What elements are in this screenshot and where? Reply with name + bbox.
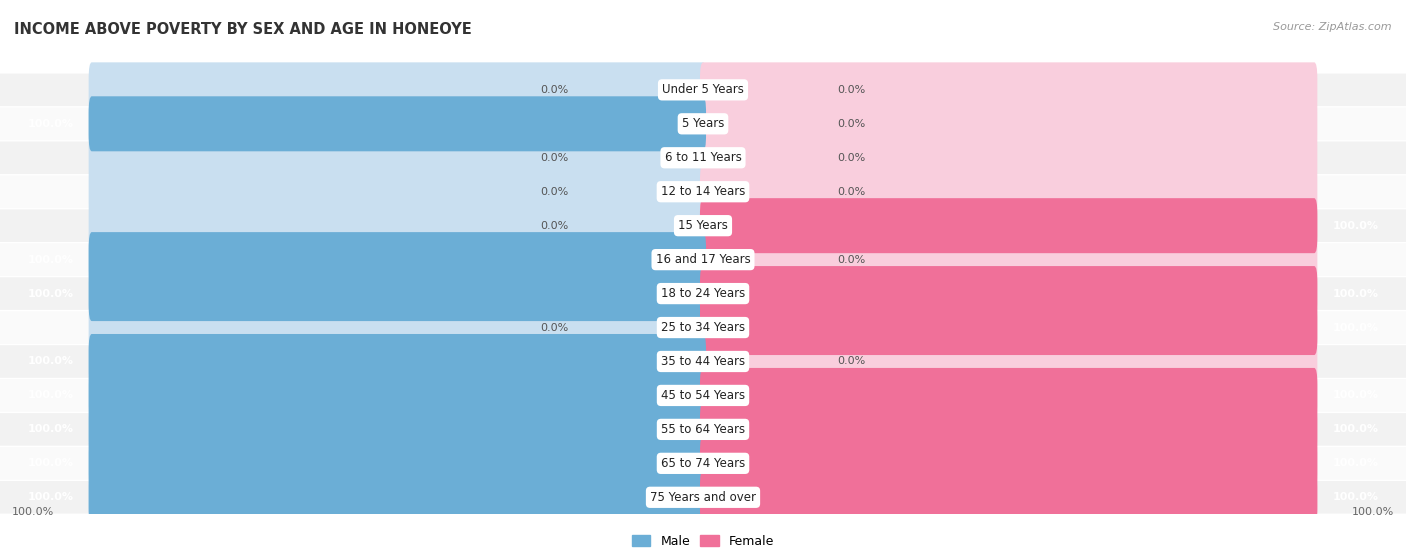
Text: 0.0%: 0.0% — [540, 153, 568, 163]
FancyBboxPatch shape — [89, 96, 706, 151]
Text: 55 to 64 Years: 55 to 64 Years — [661, 423, 745, 436]
FancyBboxPatch shape — [700, 368, 1317, 423]
Text: 100.0%: 100.0% — [27, 492, 73, 503]
Text: 18 to 24 Years: 18 to 24 Years — [661, 287, 745, 300]
FancyBboxPatch shape — [0, 481, 1406, 514]
Text: INCOME ABOVE POVERTY BY SEX AND AGE IN HONEOYE: INCOME ABOVE POVERTY BY SEX AND AGE IN H… — [14, 22, 472, 37]
Text: 0.0%: 0.0% — [838, 357, 866, 367]
Text: 12 to 14 Years: 12 to 14 Years — [661, 185, 745, 198]
FancyBboxPatch shape — [0, 277, 1406, 310]
FancyBboxPatch shape — [700, 63, 1317, 117]
FancyBboxPatch shape — [700, 130, 1317, 185]
FancyBboxPatch shape — [700, 96, 1317, 151]
Text: Source: ZipAtlas.com: Source: ZipAtlas.com — [1274, 22, 1392, 32]
FancyBboxPatch shape — [700, 334, 1317, 389]
FancyBboxPatch shape — [89, 96, 706, 151]
FancyBboxPatch shape — [89, 470, 706, 525]
FancyBboxPatch shape — [700, 164, 1317, 219]
Text: 6 to 11 Years: 6 to 11 Years — [665, 151, 741, 164]
FancyBboxPatch shape — [89, 198, 706, 253]
FancyBboxPatch shape — [89, 63, 706, 117]
Text: 75 Years and over: 75 Years and over — [650, 491, 756, 504]
FancyBboxPatch shape — [700, 436, 1317, 491]
FancyBboxPatch shape — [0, 379, 1406, 412]
FancyBboxPatch shape — [89, 232, 706, 287]
FancyBboxPatch shape — [89, 266, 706, 321]
Text: 100.0%: 100.0% — [27, 254, 73, 264]
FancyBboxPatch shape — [700, 300, 1317, 355]
FancyBboxPatch shape — [700, 470, 1317, 525]
Text: 100.0%: 100.0% — [1333, 323, 1379, 333]
Text: 100.0%: 100.0% — [13, 506, 55, 517]
FancyBboxPatch shape — [700, 368, 1317, 423]
FancyBboxPatch shape — [700, 198, 1317, 253]
FancyBboxPatch shape — [0, 311, 1406, 344]
FancyBboxPatch shape — [89, 266, 706, 321]
FancyBboxPatch shape — [0, 74, 1406, 106]
FancyBboxPatch shape — [89, 368, 706, 423]
FancyBboxPatch shape — [700, 198, 1317, 253]
FancyBboxPatch shape — [89, 164, 706, 219]
Text: 0.0%: 0.0% — [838, 187, 866, 197]
FancyBboxPatch shape — [89, 470, 706, 525]
Text: 16 and 17 Years: 16 and 17 Years — [655, 253, 751, 266]
FancyBboxPatch shape — [0, 345, 1406, 378]
FancyBboxPatch shape — [700, 402, 1317, 457]
FancyBboxPatch shape — [0, 413, 1406, 446]
FancyBboxPatch shape — [89, 436, 706, 491]
Text: 0.0%: 0.0% — [838, 254, 866, 264]
FancyBboxPatch shape — [0, 243, 1406, 276]
Text: 0.0%: 0.0% — [540, 85, 568, 95]
FancyBboxPatch shape — [89, 334, 706, 389]
FancyBboxPatch shape — [0, 176, 1406, 208]
Text: 100.0%: 100.0% — [27, 288, 73, 299]
Text: 100.0%: 100.0% — [1333, 458, 1379, 468]
Text: 100.0%: 100.0% — [1333, 390, 1379, 400]
Text: Under 5 Years: Under 5 Years — [662, 83, 744, 96]
Text: 100.0%: 100.0% — [27, 119, 73, 129]
Text: 100.0%: 100.0% — [1333, 221, 1379, 231]
Text: 0.0%: 0.0% — [838, 85, 866, 95]
FancyBboxPatch shape — [89, 402, 706, 457]
FancyBboxPatch shape — [89, 300, 706, 355]
Text: 0.0%: 0.0% — [838, 119, 866, 129]
FancyBboxPatch shape — [700, 436, 1317, 491]
Text: 0.0%: 0.0% — [540, 187, 568, 197]
Text: 0.0%: 0.0% — [540, 221, 568, 231]
FancyBboxPatch shape — [89, 436, 706, 491]
Legend: Male, Female: Male, Female — [627, 530, 779, 553]
Text: 100.0%: 100.0% — [27, 390, 73, 400]
Text: 100.0%: 100.0% — [27, 424, 73, 434]
FancyBboxPatch shape — [89, 334, 706, 389]
Text: 65 to 74 Years: 65 to 74 Years — [661, 457, 745, 470]
FancyBboxPatch shape — [0, 447, 1406, 480]
FancyBboxPatch shape — [700, 266, 1317, 321]
FancyBboxPatch shape — [700, 232, 1317, 287]
Text: 0.0%: 0.0% — [540, 323, 568, 333]
FancyBboxPatch shape — [700, 470, 1317, 525]
Text: 100.0%: 100.0% — [1333, 424, 1379, 434]
FancyBboxPatch shape — [89, 232, 706, 287]
Text: 0.0%: 0.0% — [838, 153, 866, 163]
Text: 100.0%: 100.0% — [1351, 506, 1393, 517]
Text: 100.0%: 100.0% — [1333, 492, 1379, 503]
FancyBboxPatch shape — [700, 402, 1317, 457]
Text: 15 Years: 15 Years — [678, 219, 728, 232]
FancyBboxPatch shape — [89, 130, 706, 185]
Text: 100.0%: 100.0% — [27, 458, 73, 468]
FancyBboxPatch shape — [89, 402, 706, 457]
FancyBboxPatch shape — [0, 210, 1406, 242]
Text: 5 Years: 5 Years — [682, 117, 724, 130]
FancyBboxPatch shape — [89, 368, 706, 423]
FancyBboxPatch shape — [700, 266, 1317, 321]
Text: 100.0%: 100.0% — [1333, 288, 1379, 299]
FancyBboxPatch shape — [0, 141, 1406, 174]
Text: 100.0%: 100.0% — [27, 357, 73, 367]
Text: 45 to 54 Years: 45 to 54 Years — [661, 389, 745, 402]
Text: 25 to 34 Years: 25 to 34 Years — [661, 321, 745, 334]
FancyBboxPatch shape — [700, 300, 1317, 355]
Text: 35 to 44 Years: 35 to 44 Years — [661, 355, 745, 368]
FancyBboxPatch shape — [0, 107, 1406, 140]
